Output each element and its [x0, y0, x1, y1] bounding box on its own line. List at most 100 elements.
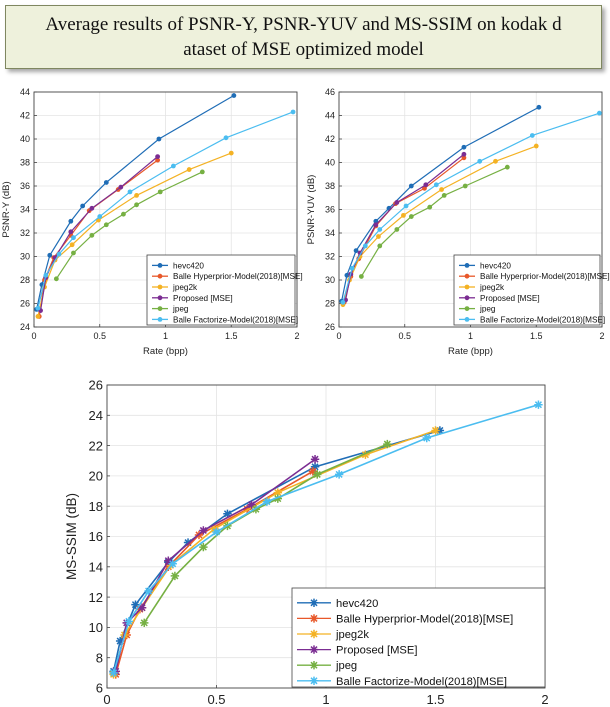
data-point-jpeg [462, 183, 468, 189]
series-line-balle_hyper [38, 159, 158, 317]
legend-label-balle_fact: Balle Factorize-Model(2018)[MSE] [336, 676, 507, 688]
data-point-hevc420 [373, 218, 379, 224]
figure-title-line-1: Average results of PSNR-Y, PSNR-YUV and … [45, 14, 562, 35]
x-tick-label: 0.5 [398, 331, 411, 341]
data-point-hevc420 [310, 462, 320, 472]
series-line-proposed [114, 458, 316, 672]
data-point-jpeg [504, 164, 510, 170]
data-point-jpeg [121, 211, 126, 217]
y-axis-label: MS-SSIM (dB) [64, 493, 79, 580]
data-point-jpeg [103, 222, 109, 228]
data-point-balle_fact [97, 214, 103, 219]
y-tick-label: 38 [20, 158, 30, 168]
data-point-hevc420 [68, 218, 74, 224]
series-proposed [38, 154, 161, 313]
y-tick-label: 28 [325, 299, 335, 309]
data-point-hevc420 [461, 144, 467, 150]
data-point-jpeg [170, 571, 180, 581]
figure-title: Average results of PSNR-Y, PSNR-YUV and … [34, 12, 574, 62]
series-line-jpeg2k [37, 152, 232, 317]
x-tick-label: 0.5 [207, 692, 225, 707]
data-point-jpeg [358, 274, 364, 279]
x-tick-label: 1 [322, 692, 329, 707]
y-tick-label: 22 [89, 438, 103, 453]
x-axis-label: Rate (bpp) [448, 346, 493, 357]
y-tick-label: 30 [20, 252, 30, 262]
data-point-balle_fact [334, 470, 344, 479]
x-tick-label: 1 [468, 331, 473, 341]
y-tick-label: 24 [20, 322, 30, 332]
legend-marker-jpeg [157, 306, 163, 311]
y-axis-label: PSNR-YUV (dB) [306, 175, 317, 245]
data-point-jpeg2k [493, 158, 498, 164]
series-jpeg [358, 164, 510, 279]
data-point-hevc420 [435, 426, 445, 435]
y-tick-label: 32 [325, 252, 335, 262]
x-tick-label: 1.5 [426, 692, 444, 707]
series-hevc420 [339, 104, 542, 304]
data-point-balle_fact [529, 133, 535, 138]
data-point-jpeg [134, 202, 139, 208]
legend-marker-jpeg2k [157, 284, 163, 290]
data-point-jpeg [273, 494, 283, 503]
x-tick-label: 2 [599, 331, 604, 341]
data-point-jpeg [199, 542, 208, 552]
legend: hevc420 Balle Hyperprior-Model(2018)[MSE]… [146, 254, 303, 326]
series-line-balle_hyper [114, 470, 314, 675]
x-tick-label: 1 [163, 331, 168, 341]
data-point-hevc420 [115, 636, 125, 646]
psnr-y-chart: 24 26 28 30 32 34 36 38 40 42 44 0 0.5 1 1.5 2 Rate (bpp… [1, 87, 303, 357]
data-point-jpeg [71, 250, 76, 256]
data-point-jpeg2k [439, 187, 444, 192]
legend-label-balle_fact: Balle Factorize-Model(2018)[MSE] [480, 315, 605, 324]
y-tick-label: 26 [20, 299, 30, 309]
y-tick-label: 20 [89, 469, 103, 484]
series-balle_fact [35, 109, 296, 311]
data-point-balle_fact [144, 586, 153, 596]
data-point-balle_fact [71, 235, 76, 241]
data-point-proposed [310, 455, 320, 464]
series-line-jpeg [360, 166, 508, 277]
data-point-hevc420 [183, 538, 193, 547]
data-point-hevc420 [408, 183, 414, 189]
series-balle_hyper [341, 155, 467, 305]
data-point-jpeg [140, 618, 149, 628]
data-point-hevc420 [156, 136, 162, 142]
y-tick-label: 18 [89, 499, 103, 514]
data-point-hevc420 [344, 272, 350, 278]
data-point-jpeg [313, 470, 322, 479]
legend-label-jpeg2k: jpeg2k [479, 283, 505, 292]
data-point-jpeg [251, 505, 261, 514]
data-point-proposed [394, 200, 400, 205]
data-point-jpeg2k [134, 193, 139, 198]
series-line-proposed [39, 156, 158, 311]
legend-marker-balle_fact [309, 676, 319, 685]
legend-label-hevc420: hevc420 [480, 261, 511, 270]
data-point-jpeg2k [228, 150, 234, 156]
data-point-jpeg [383, 439, 392, 449]
data-point-balle_fact [534, 400, 543, 409]
data-point-jpeg [394, 227, 400, 232]
y-tick-label: 16 [89, 529, 103, 544]
ms-ssim-chart: 6 8 10 12 14 16 18 20 22 24 26 0 0.5 1 1.5 2 MS-SSIM (dB… [64, 378, 549, 707]
y-tick-label: 42 [325, 134, 335, 144]
legend-marker-jpeg2k [464, 284, 470, 290]
legend-label-proposed: Proposed [MSE] [480, 294, 540, 303]
data-point-jpeg [157, 189, 163, 195]
legend-box [453, 254, 601, 326]
data-point-balle_fact [56, 251, 62, 257]
y-tick-label: 8 [96, 650, 103, 665]
title-banner: Average results of PSNR-Y, PSNR-YUV and … [5, 5, 602, 69]
legend-label-jpeg2k: jpeg2k [335, 629, 369, 641]
data-point-balle_fact [43, 272, 49, 278]
legend-marker-jpeg [464, 306, 470, 311]
data-point-hevc420 [103, 180, 109, 185]
x-tick-label: 2 [541, 692, 548, 707]
data-point-hevc420 [536, 104, 542, 110]
y-tick-label: 26 [89, 378, 103, 393]
legend-marker-hevc420 [157, 263, 163, 268]
legend-marker-balle_hyper [157, 273, 163, 279]
data-point-jpeg [441, 193, 447, 198]
series-line-jpeg2k [112, 429, 436, 675]
data-point-balle_fact [362, 243, 368, 249]
